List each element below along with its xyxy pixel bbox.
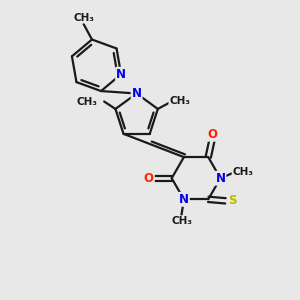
Text: CH₃: CH₃ (73, 13, 94, 22)
Text: CH₃: CH₃ (171, 216, 192, 226)
Text: N: N (132, 87, 142, 100)
Text: S: S (228, 194, 236, 207)
Text: O: O (207, 128, 218, 141)
Text: N: N (215, 172, 225, 185)
Text: N: N (116, 68, 126, 81)
Text: CH₃: CH₃ (169, 96, 190, 106)
Text: O: O (144, 172, 154, 185)
Text: N: N (179, 193, 189, 206)
Text: CH₃: CH₃ (232, 167, 254, 177)
Text: CH₃: CH₃ (76, 97, 98, 106)
